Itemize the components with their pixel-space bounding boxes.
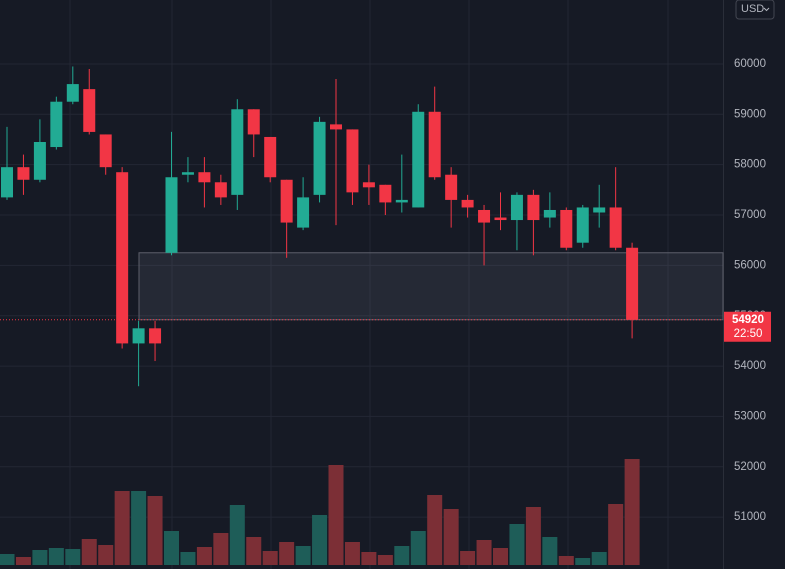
volume-bar	[476, 540, 492, 565]
currency-box[interactable]	[735, 0, 775, 20]
volume-bar	[410, 531, 426, 565]
candle-body	[626, 247, 639, 320]
volume-bar	[147, 496, 163, 565]
candle-body	[1, 167, 13, 198]
candle-body	[478, 209, 491, 223]
volume-bar	[180, 552, 196, 565]
volume-bar	[493, 548, 508, 565]
candle-body	[132, 328, 145, 344]
candle-body	[198, 172, 211, 183]
candle-body	[50, 101, 63, 148]
candle-body	[313, 121, 326, 195]
volume-bar	[460, 551, 476, 565]
candle-body	[149, 328, 162, 344]
candle-body	[280, 179, 293, 223]
candle-body	[297, 197, 310, 228]
volume-bar	[131, 491, 147, 565]
candle-body	[593, 207, 606, 213]
volume-bar	[229, 505, 245, 565]
candle-body	[83, 89, 96, 132]
volume-bar	[114, 491, 130, 565]
volume-bar	[377, 555, 393, 565]
candle-body	[116, 172, 129, 344]
countdown: 22:50	[734, 328, 763, 340]
candle-body	[231, 109, 244, 195]
zone	[138, 252, 724, 321]
volume-bar	[509, 524, 525, 565]
volume-bar	[575, 558, 591, 565]
candle-body	[510, 194, 523, 221]
volume-bar	[443, 509, 459, 565]
y-tick-label: 60000	[734, 58, 766, 70]
candle-body	[576, 207, 589, 243]
volume-bar	[213, 533, 229, 565]
y-tick-label: 51000	[734, 511, 766, 523]
candle-body	[412, 111, 425, 208]
volume-bar	[32, 550, 48, 565]
candle-body	[214, 182, 227, 198]
candle-body	[346, 129, 359, 193]
candle-body	[99, 134, 112, 168]
y-tick-label: 54000	[734, 360, 766, 372]
volume-bar	[65, 549, 81, 565]
price-label-box	[724, 311, 771, 342]
candle-body	[264, 136, 277, 178]
y-tick-label: 59000	[734, 108, 766, 120]
candle-body	[494, 217, 507, 221]
volume-bar	[295, 546, 311, 565]
candle-body	[609, 207, 622, 248]
volume-bar	[0, 554, 15, 565]
currency[interactable]: USD	[741, 3, 764, 15]
candle-body	[181, 172, 194, 175]
candle-body	[17, 167, 30, 180]
candle-body	[33, 141, 46, 180]
volume-bar	[394, 546, 410, 565]
candle-body	[560, 209, 573, 248]
volume-bar	[542, 537, 558, 565]
candle-body	[461, 199, 474, 208]
last-price: 54920	[732, 314, 764, 326]
candle-body	[66, 84, 79, 102]
volume-bar	[624, 459, 640, 565]
volume-bar	[344, 542, 360, 565]
candle-body	[247, 109, 260, 135]
y-tick-label: 53000	[734, 410, 766, 422]
volume-bar	[48, 548, 64, 565]
volume-bar	[361, 552, 377, 565]
volume-bar	[262, 551, 278, 565]
candle-body	[428, 111, 441, 178]
currency-button[interactable]: USD	[735, 0, 775, 20]
candle-body	[330, 124, 342, 130]
volume-bar	[608, 504, 624, 565]
y-tick-label: 57000	[734, 209, 766, 221]
volume-bar	[591, 552, 607, 565]
volume-bar	[196, 547, 212, 565]
y-tick-label: 58000	[734, 159, 766, 171]
candle-body	[527, 194, 540, 221]
volume-bar	[558, 556, 574, 565]
volume-bar	[525, 507, 541, 565]
volume-bar	[98, 545, 114, 565]
y-tick-label: 56000	[734, 259, 766, 271]
chevron	[763, 7, 770, 12]
candle-body	[165, 177, 178, 253]
volume-bar	[328, 465, 344, 565]
candle-body	[395, 199, 408, 203]
candle-body	[362, 182, 375, 188]
volume-bar	[246, 537, 262, 565]
volume-bar	[312, 515, 328, 565]
volume-bar	[164, 531, 179, 565]
candle-body	[379, 184, 392, 203]
y-tick-label: 52000	[734, 461, 766, 473]
volume-bar	[279, 542, 295, 565]
volume-bar	[427, 495, 443, 565]
volume-bar	[81, 539, 97, 565]
candle-body	[445, 174, 458, 200]
volume-bar	[15, 557, 31, 565]
candle-body	[543, 209, 556, 218]
